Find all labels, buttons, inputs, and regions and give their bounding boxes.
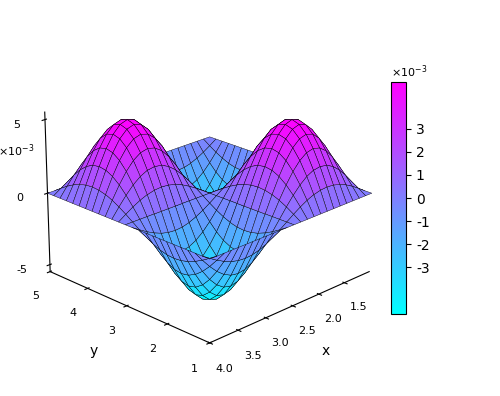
X-axis label: x: x bbox=[322, 344, 330, 358]
Text: $\times 10^{-3}$: $\times 10^{-3}$ bbox=[0, 142, 34, 159]
Y-axis label: y: y bbox=[90, 344, 98, 358]
Text: $\times 10^{-3}$: $\times 10^{-3}$ bbox=[390, 63, 427, 80]
